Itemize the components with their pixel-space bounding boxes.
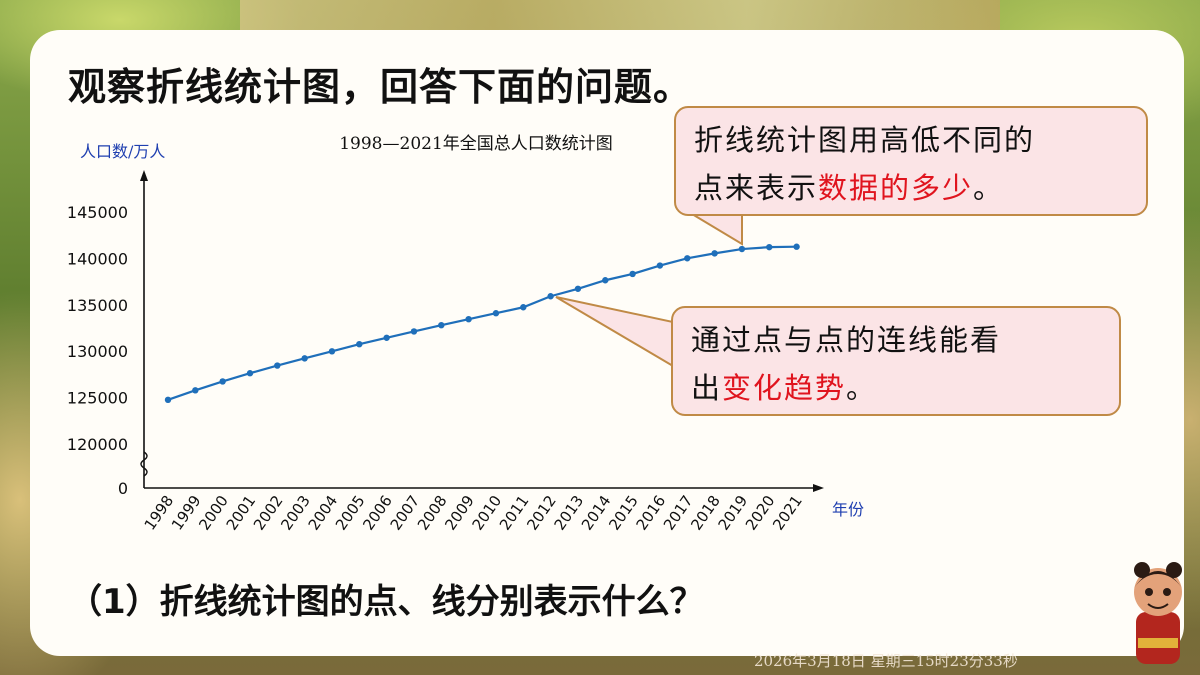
callout-tail-2 [555, 296, 674, 368]
y-tick-label: 130000 [67, 342, 128, 361]
question-text: （1）折线统计图的点、线分别表示什么？ [68, 582, 704, 622]
timestamp: 2026年3月18日 星期三15时23分33秒 [754, 652, 1018, 670]
data-point [711, 250, 718, 257]
data-point [520, 304, 527, 311]
mascot-character-icon [1134, 562, 1182, 664]
series-line [167, 245, 797, 401]
data-point [383, 334, 390, 341]
data-point [192, 387, 199, 394]
y-tick-label: 0 [118, 479, 128, 498]
data-point [438, 321, 445, 329]
callout-text: 出 [691, 371, 723, 405]
callout-lines: 通过点与点的连线能看 出变化趋势。 [671, 306, 1121, 416]
callout-points-line1: 折线统计图用高低不同的 [694, 123, 1036, 157]
data-point [629, 270, 636, 278]
y-tick-label: 120000 [67, 435, 128, 454]
data-point [410, 328, 418, 335]
callout-punct: 。 [973, 171, 1005, 205]
y-tick-label: 145000 [67, 203, 128, 222]
data-point [274, 362, 281, 369]
axis-break-mark [140, 451, 148, 477]
chart-title: 1998—2021年全国总人口数统计图 [339, 134, 613, 154]
callout-tail-1 [688, 213, 743, 246]
data-point [766, 243, 773, 251]
y-tick-label: 140000 [67, 249, 128, 268]
data-point [602, 277, 609, 284]
x-axis-label: 年份 [832, 500, 864, 519]
data-point [738, 245, 746, 253]
y-tick-label: 125000 [67, 389, 128, 408]
callout-points: 折线统计图用高低不同的 点来表示数据的多少。 [674, 106, 1148, 216]
y-tick-group: 0 120000 125000 130000 135000 140000 145000 [67, 203, 128, 498]
data-point [492, 310, 500, 317]
callout-lines-line2: 出变化趋势。 [691, 364, 1119, 412]
callout-lines-line1: 通过点与点的连线能看 [691, 323, 1002, 357]
data-point [684, 255, 691, 262]
callout-highlight: 数据的多少 [818, 171, 974, 205]
data-point [574, 285, 582, 292]
callout-punct: 。 [846, 371, 878, 405]
series-group [164, 243, 800, 404]
callout-highlight: 变化趋势 [722, 371, 847, 405]
data-point [219, 378, 226, 385]
data-point [356, 340, 363, 348]
y-tick-label: 135000 [67, 296, 128, 315]
callout-text: 点来表示 [694, 171, 819, 205]
data-point [465, 315, 472, 323]
data-point [793, 243, 800, 250]
x-axis-arrow [813, 484, 824, 492]
data-point [656, 262, 664, 269]
background-wood-strip [240, 0, 1000, 34]
data-point [301, 355, 308, 362]
y-axis-label: 人口数/万人 [80, 142, 165, 161]
callout-points-line2: 点来表示数据的多少。 [694, 164, 1146, 212]
data-point [246, 370, 254, 377]
data-point [328, 348, 336, 355]
data-point [547, 293, 554, 300]
page-title: 观察折线统计图，回答下面的问题。 [68, 65, 693, 109]
y-axis-arrow [140, 170, 148, 181]
data-point [164, 396, 172, 404]
